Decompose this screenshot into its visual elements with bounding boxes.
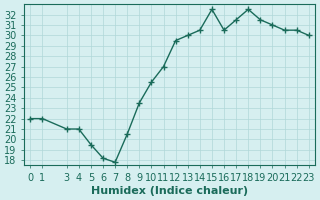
X-axis label: Humidex (Indice chaleur): Humidex (Indice chaleur)	[91, 186, 248, 196]
